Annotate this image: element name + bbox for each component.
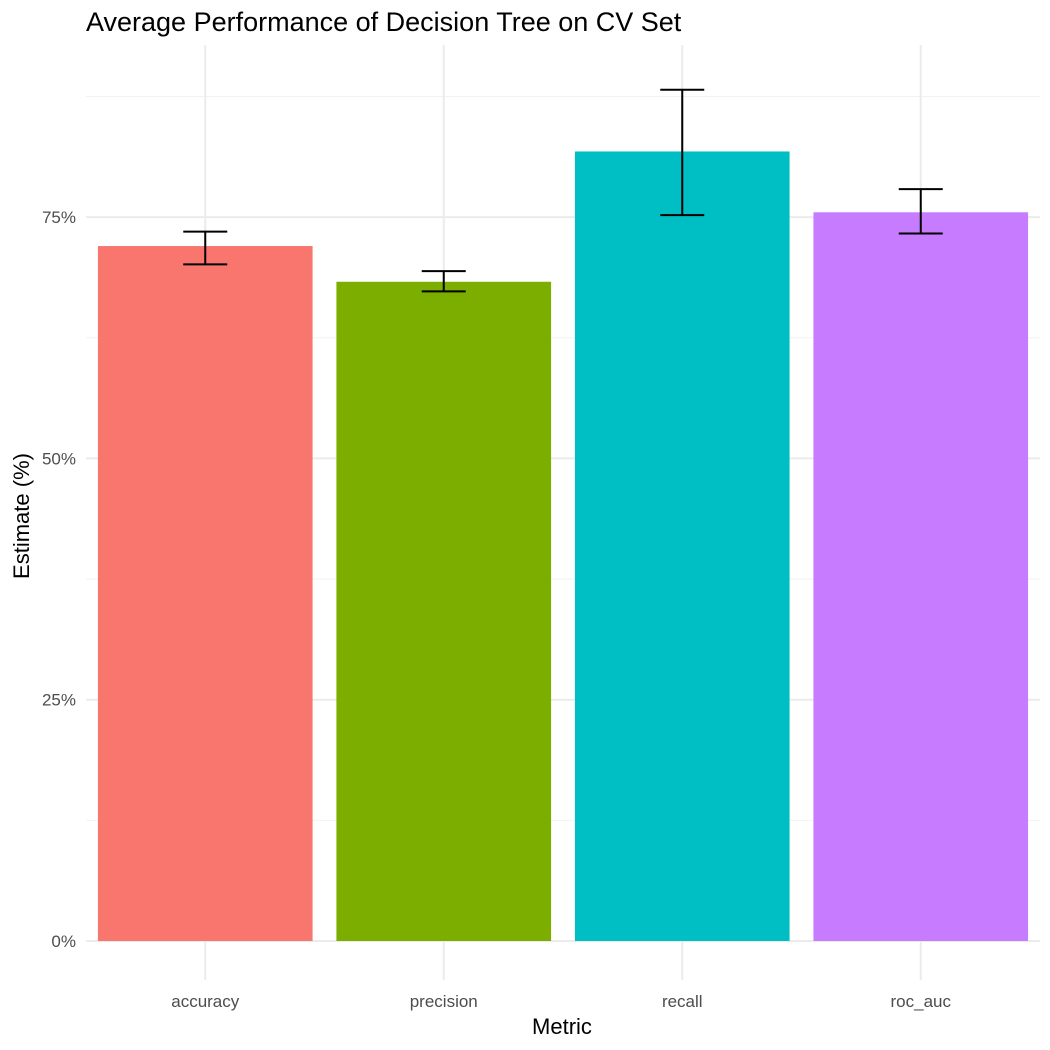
bars: [97, 151, 1029, 942]
bar-recall: [574, 151, 790, 941]
y-tick-labels: 0% 25% 50% 75%: [42, 208, 76, 951]
bar-precision: [336, 281, 552, 941]
y-tick-label: 50%: [42, 449, 76, 468]
x-tick-labels: accuracy precision recall roc_auc: [171, 992, 951, 1011]
bar-accuracy: [97, 246, 313, 941]
y-tick-label: 75%: [42, 208, 76, 227]
y-tick-label: 0%: [51, 932, 76, 951]
x-tick-label-recall: recall: [662, 992, 703, 1011]
error-bar-accuracy: [183, 230, 228, 266]
error-bar-precision: [421, 270, 466, 293]
y-tick-label: 25%: [42, 691, 76, 710]
x-tick-label-accuracy: accuracy: [171, 992, 240, 1011]
chart-title: Average Performance of Decision Tree on …: [86, 7, 682, 37]
x-axis-title: Metric: [532, 1014, 592, 1039]
x-tick-label-precision: precision: [410, 992, 478, 1011]
error-bars: [183, 88, 943, 293]
bar-roc_auc: [813, 212, 1029, 942]
x-tick-label-roc_auc: roc_auc: [891, 992, 952, 1011]
y-axis-title: Estimate (%): [9, 453, 34, 579]
error-bar-roc_auc: [898, 188, 943, 235]
error-bar-recall: [660, 88, 705, 217]
